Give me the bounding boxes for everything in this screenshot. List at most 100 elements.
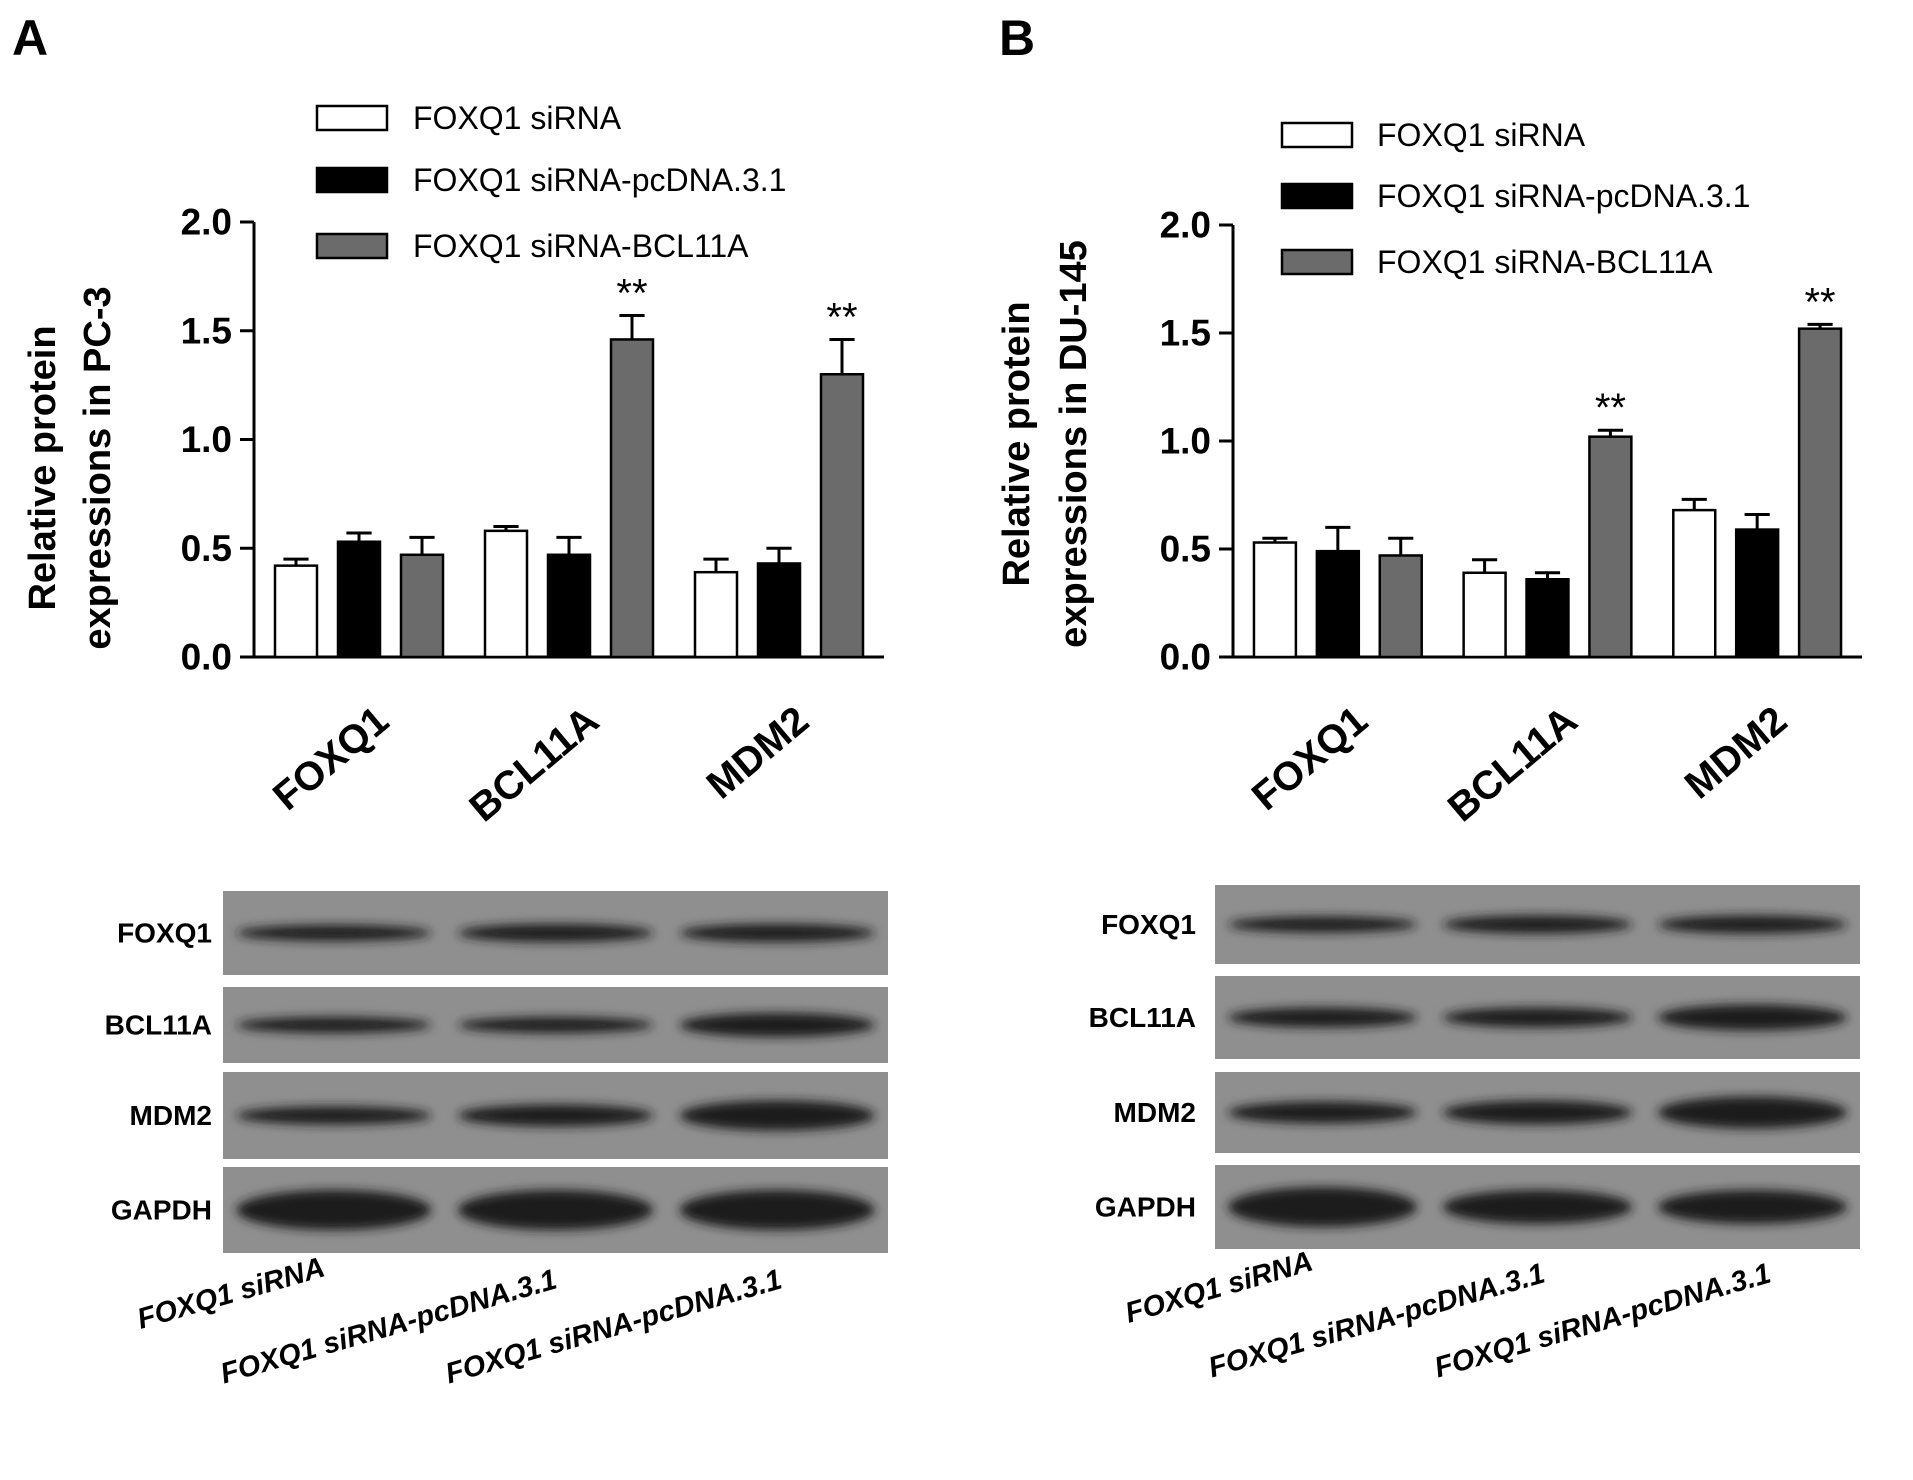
bar (1672, 508, 1717, 659)
blot-band (457, 1104, 654, 1127)
chart: B Relative protein expressions in DU-145 0.… (996, 10, 1862, 1384)
blot-band (236, 925, 432, 941)
x-tick-label: MDM2 (699, 698, 818, 807)
blot-row-label: GAPDH (1095, 1192, 1196, 1223)
bar (336, 540, 382, 659)
blot-band (457, 924, 654, 942)
significance: ** (1804, 280, 1835, 324)
blot-band (1227, 1101, 1418, 1124)
legend-label: FOXQ1 siRNA-pcDNA.3.1 (1377, 178, 1750, 214)
y-tick-label: 0.5 (181, 528, 232, 569)
bar (609, 338, 655, 659)
blot-band (236, 1017, 432, 1033)
y-axis-label: expressions in PC-3 (77, 286, 119, 649)
blot-row-label: FOXQ1 (1101, 909, 1196, 940)
bar (1734, 528, 1780, 659)
legend-label: FOXQ1 siRNA (1377, 117, 1586, 153)
legend-swatch (1280, 182, 1354, 210)
error-bar (1325, 525, 1351, 552)
error-bar (1472, 558, 1498, 573)
y-tick-label: 2.0 (1160, 205, 1211, 246)
blot-band (1227, 1187, 1418, 1227)
significance: ** (826, 295, 857, 339)
blot-band (1227, 1007, 1418, 1028)
error-bar (829, 337, 855, 375)
blot-band (1657, 1190, 1848, 1224)
panel-label: A (12, 10, 48, 66)
blot-band (1657, 1004, 1848, 1031)
error-bar (703, 557, 729, 573)
y-tick-label: 0.0 (181, 637, 232, 678)
legend-label: FOXQ1 siRNA-pcDNA.3.1 (413, 162, 786, 198)
error-bar (556, 535, 582, 555)
bar (1378, 554, 1423, 659)
blot-lane-label: FOXQ1 siRNA (1122, 1246, 1317, 1330)
bar (546, 553, 592, 659)
y-tick-label: 1.5 (181, 310, 232, 351)
blot-band (236, 1190, 432, 1230)
significance: ** (616, 272, 647, 316)
chart: A Relative protein expressions in PC-3 0.0 0… (12, 10, 888, 1390)
blot-band (1442, 1100, 1633, 1125)
legend-label: FOXQ1 siRNA-BCL11A (1377, 244, 1713, 280)
legend-label: FOXQ1 siRNA-BCL11A (413, 228, 749, 264)
blot-band (1657, 915, 1848, 934)
bar (819, 373, 865, 659)
error-bar (619, 314, 645, 340)
blot-band (1442, 1190, 1633, 1224)
blot-row-label: BCL11A (105, 1010, 212, 1041)
panel-label: B (999, 10, 1035, 66)
y-axis-label: Relative protein (22, 325, 64, 610)
blot-row-label: MDM2 (1114, 1097, 1196, 1128)
bar (1252, 541, 1298, 659)
bar (399, 553, 445, 659)
bar (1797, 327, 1843, 659)
legend-swatch (315, 232, 389, 260)
x-tick-label: FOXQ1 (1244, 698, 1376, 819)
x-tick-label: BCL11A (1440, 698, 1586, 830)
bar (756, 562, 802, 659)
blot-row-label: MDM2 (130, 1100, 212, 1131)
bar (1315, 549, 1361, 659)
y-tick-label: 0.5 (1160, 529, 1211, 570)
blot-row-label: FOXQ1 (117, 918, 212, 949)
error-bar (1388, 536, 1414, 556)
y-tick-label: 1.5 (1160, 313, 1211, 354)
blot-band (236, 1106, 432, 1125)
x-tick-label: FOXQ1 (265, 698, 397, 819)
blot-lane-label: FOXQ1 siRNA (134, 1252, 329, 1336)
blot-band (1442, 1007, 1633, 1028)
blot-band (457, 1190, 654, 1230)
x-tick-label: BCL11A (461, 698, 607, 830)
significance: ** (1595, 386, 1626, 430)
bar (273, 564, 319, 659)
blot-band (679, 1100, 875, 1131)
legend-label: FOXQ1 siRNA (413, 100, 622, 136)
blot-band (679, 1013, 875, 1037)
legend-swatch (1280, 121, 1354, 149)
bar (1462, 571, 1507, 659)
blot-band (679, 924, 875, 942)
bar (693, 570, 739, 659)
error-bar (346, 531, 372, 542)
x-tick-label: MDM2 (1677, 698, 1796, 807)
legend-swatch (1280, 248, 1354, 276)
blot-band (457, 1017, 654, 1033)
error-bar (766, 546, 792, 564)
blot-row-label: BCL11A (1089, 1002, 1196, 1033)
y-tick-label: 0.0 (1160, 637, 1211, 678)
y-tick-label: 2.0 (181, 202, 232, 243)
error-bar (409, 535, 435, 555)
y-tick-label: 1.0 (1160, 421, 1211, 462)
blot-band (1442, 915, 1633, 934)
y-axis-label: Relative protein (996, 301, 1038, 586)
error-bar (1681, 497, 1707, 511)
bar (1588, 435, 1633, 659)
blot-band (679, 1190, 875, 1230)
blot-band (1227, 916, 1418, 933)
blot-band (1657, 1096, 1848, 1129)
legend-swatch (315, 166, 389, 194)
bar (1525, 577, 1570, 659)
